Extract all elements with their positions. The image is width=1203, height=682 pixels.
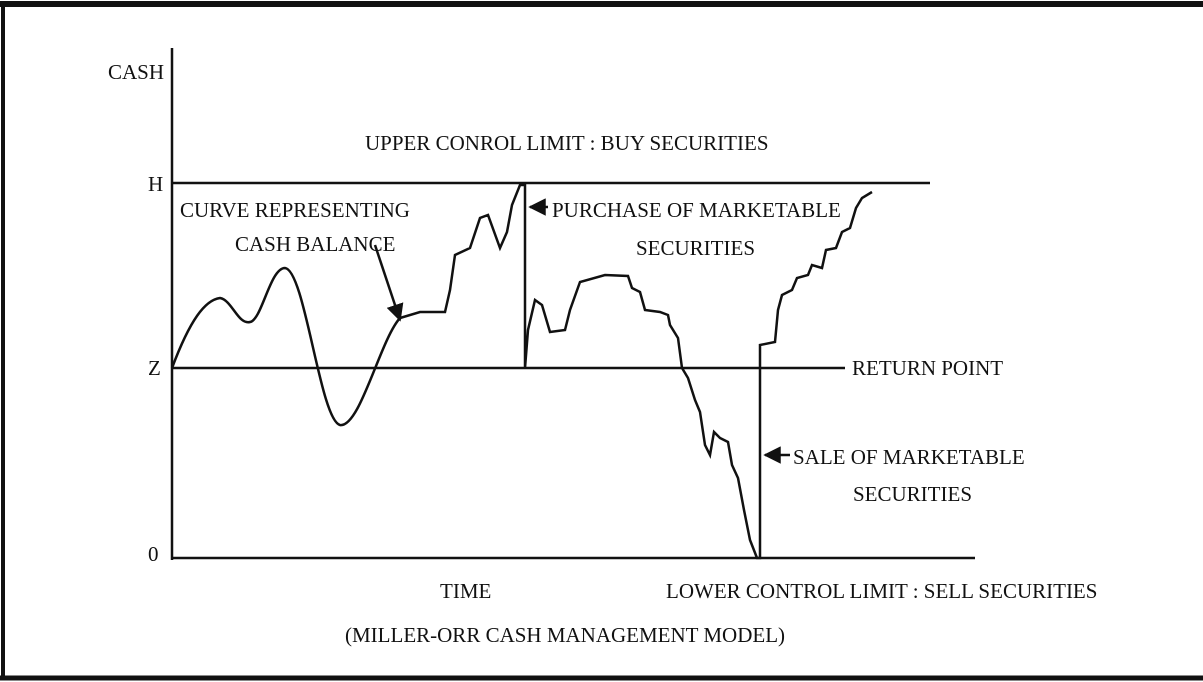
level-label: 0	[148, 542, 159, 566]
return-point-label: RETURN POINT	[852, 356, 1003, 380]
arrow-curve	[373, 244, 404, 322]
annotation: CURVE REPRESENTING	[180, 198, 410, 222]
annotation: SECURITIES	[636, 236, 755, 260]
lower-limit-label: LOWER CONTROL LIMIT : SELL SECURITIES	[666, 579, 1097, 603]
annotation: CASH BALANCE	[235, 232, 395, 256]
annotation: SECURITIES	[853, 482, 972, 506]
level-label: H	[148, 172, 163, 196]
caption: (MILLER-ORR CASH MANAGEMENT MODEL)	[345, 623, 785, 647]
annotation: SALE OF MARKETABLE	[793, 445, 1025, 469]
level-label: Z	[148, 356, 161, 380]
y-axis-label: CASH	[108, 60, 164, 84]
annotation: PURCHASE OF MARKETABLE	[552, 198, 841, 222]
upper-limit-label: UPPER CONROL LIMIT : BUY SECURITIES	[365, 131, 769, 155]
x-axis-label: TIME	[440, 579, 491, 603]
